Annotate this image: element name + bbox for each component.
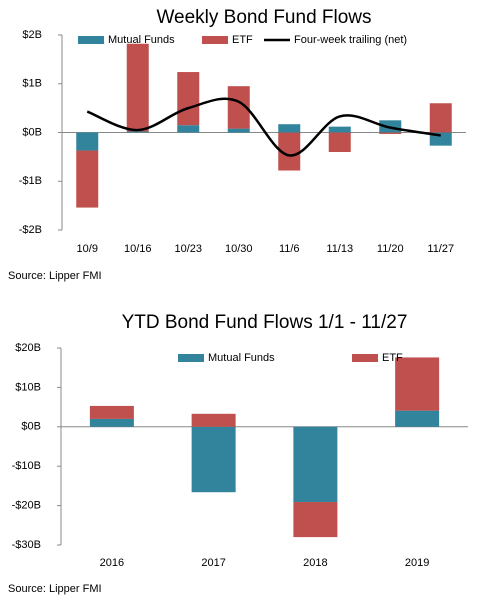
x-tick-label: 10/9 [77,243,98,255]
chart-title: YTD Bond Fund Flows 1/1 - 11/27 [122,312,408,333]
bar [395,410,440,427]
bar [328,132,351,152]
y-tick-label: $0B [21,421,41,433]
legend-swatch [178,354,204,362]
y-tick-label: $20B [15,342,41,354]
x-tick-label: 10/16 [124,243,152,255]
bar [191,413,236,427]
bar [227,128,250,133]
legend-swatch [202,36,228,44]
x-tick-label: 2019 [405,557,429,569]
x-tick-label: 11/20 [377,243,404,255]
x-tick-label: 10/30 [225,243,253,255]
bar [278,124,301,133]
y-tick-label: -$30B [12,539,41,551]
bar [76,150,99,208]
bar [126,131,149,133]
y-tick-label: -$2B [19,224,42,236]
bar [227,86,250,129]
bar [293,502,338,538]
legend-label: Mutual Funds [208,352,275,364]
bar [89,405,134,419]
source-note: Source: Lipper FMI [8,583,102,595]
y-tick-label: $0B [22,126,42,138]
y-tick-label: -$1B [19,175,42,187]
x-tick-label: 11/13 [326,243,353,255]
legend-label: ETF [382,352,403,364]
x-tick-label: 2016 [100,557,124,569]
legend-swatch [352,354,378,362]
legend-label: Four-week trailing (net) [294,34,407,46]
bar [89,418,134,427]
bar [278,132,301,171]
y-tick-label: -$20B [12,500,41,512]
chart-title: Weekly Bond Fund Flows [156,7,371,28]
bar [177,125,200,133]
bar [429,103,452,133]
y-tick-label: -$10B [12,460,41,472]
bar [177,72,200,126]
y-tick-label: $10B [15,381,41,393]
bar [328,126,351,133]
y-tick-label: $1B [22,78,42,90]
trend-line [86,97,441,157]
x-tick-label: 10/23 [174,243,202,255]
x-tick-label: 11/27 [427,243,454,255]
x-tick-label: 2018 [303,557,327,569]
bar [126,43,149,132]
x-tick-label: 11/6 [279,243,300,255]
bar [379,132,402,134]
x-tick-label: 2017 [201,557,225,569]
legend-label: ETF [232,34,253,46]
legend-label: Mutual Funds [108,34,175,46]
bar [395,357,440,411]
bar [76,132,99,151]
y-tick-label: $2B [22,29,42,41]
source-note: Source: Lipper FMI [8,270,102,282]
bar [191,426,236,493]
bar [293,426,338,503]
legend-swatch [78,36,104,44]
